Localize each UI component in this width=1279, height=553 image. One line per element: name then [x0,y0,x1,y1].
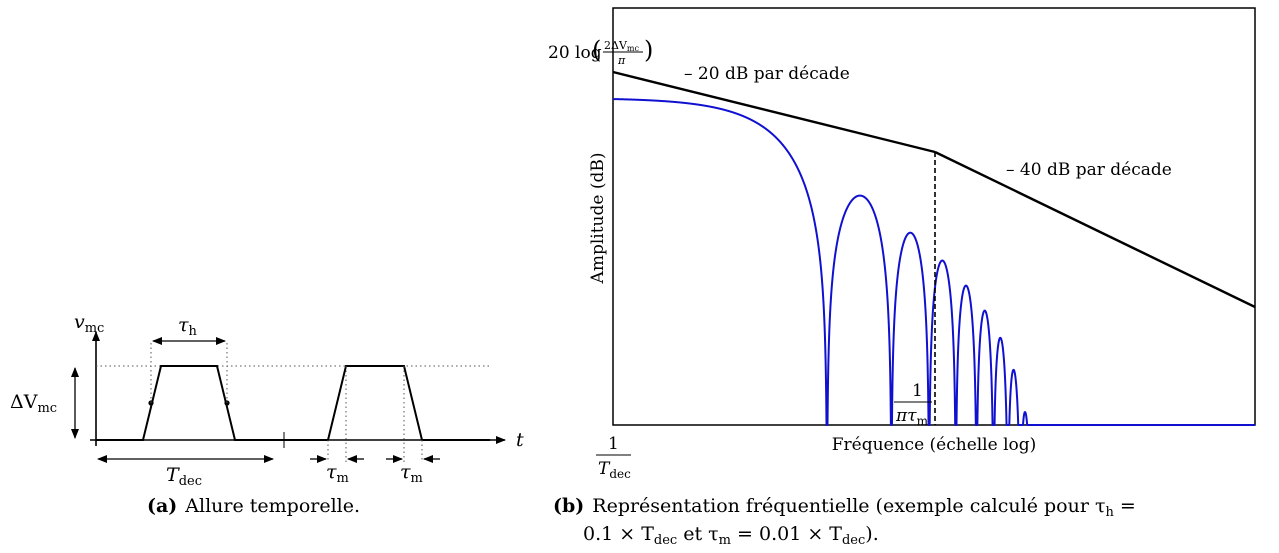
svg-text:1: 1 [608,434,619,454]
plot-frame [612,7,1256,426]
svg-text:2ΔVmc: 2ΔVmc [604,39,639,53]
pulse-1 [96,365,284,441]
svg-text:Tdec: Tdec [598,459,631,481]
slope-minus20-label: – 20 dB par décade [684,64,850,84]
svg-text:20 log: 20 log [548,43,602,63]
panel-b-frequency-domain: Amplitude (dB) Fréquence (échelle log) 2… [548,7,1256,548]
asymptote-minus40 [934,150,1256,309]
panel-a-time-domain: vmc t τh ΔVmc Tdec τm τm (a) Allure tempo… [10,311,524,517]
svg-text:(: ( [592,36,601,64]
spectrum-trace [612,98,1256,426]
voltage-axis-label: vmc [74,311,104,336]
svg-text:π: π [617,54,626,67]
svg-text:): ) [644,36,653,64]
caption-a: (a) Allure temporelle. [147,495,360,517]
delta-v-label: ΔVmc [10,391,57,416]
svg-text:1: 1 [912,381,923,401]
origin-frequency-label: 1 Tdec [596,434,631,481]
spectrum-line [612,98,1256,426]
tau-m-left-label: τm [326,461,349,486]
pulse-2 [284,365,490,441]
caption-b-line1: (b) Représentation fréquentielle (exemple… [553,495,1136,520]
asymptote-minus20 [612,70,936,154]
t-dec-label: Tdec [166,464,202,489]
x-axis-label: Fréquence (échelle log) [832,435,1037,455]
caption-b-line2: 0.1 × Tdec et τm = 0.01 × Tdec). [583,523,879,548]
tau-m-right-label: τm [400,461,423,486]
y-axis-label: Amplitude (dB) [588,153,608,285]
level-label: 20 log ( 2ΔVmc π ) [548,36,653,67]
corner-frequency-label: 1 πτm [894,381,932,428]
time-axis-label: t [516,429,524,451]
tau-h-label: τh [178,314,198,339]
svg-text:πτm: πτm [895,406,929,428]
slope-minus40-label: – 40 dB par décade [1006,160,1172,180]
